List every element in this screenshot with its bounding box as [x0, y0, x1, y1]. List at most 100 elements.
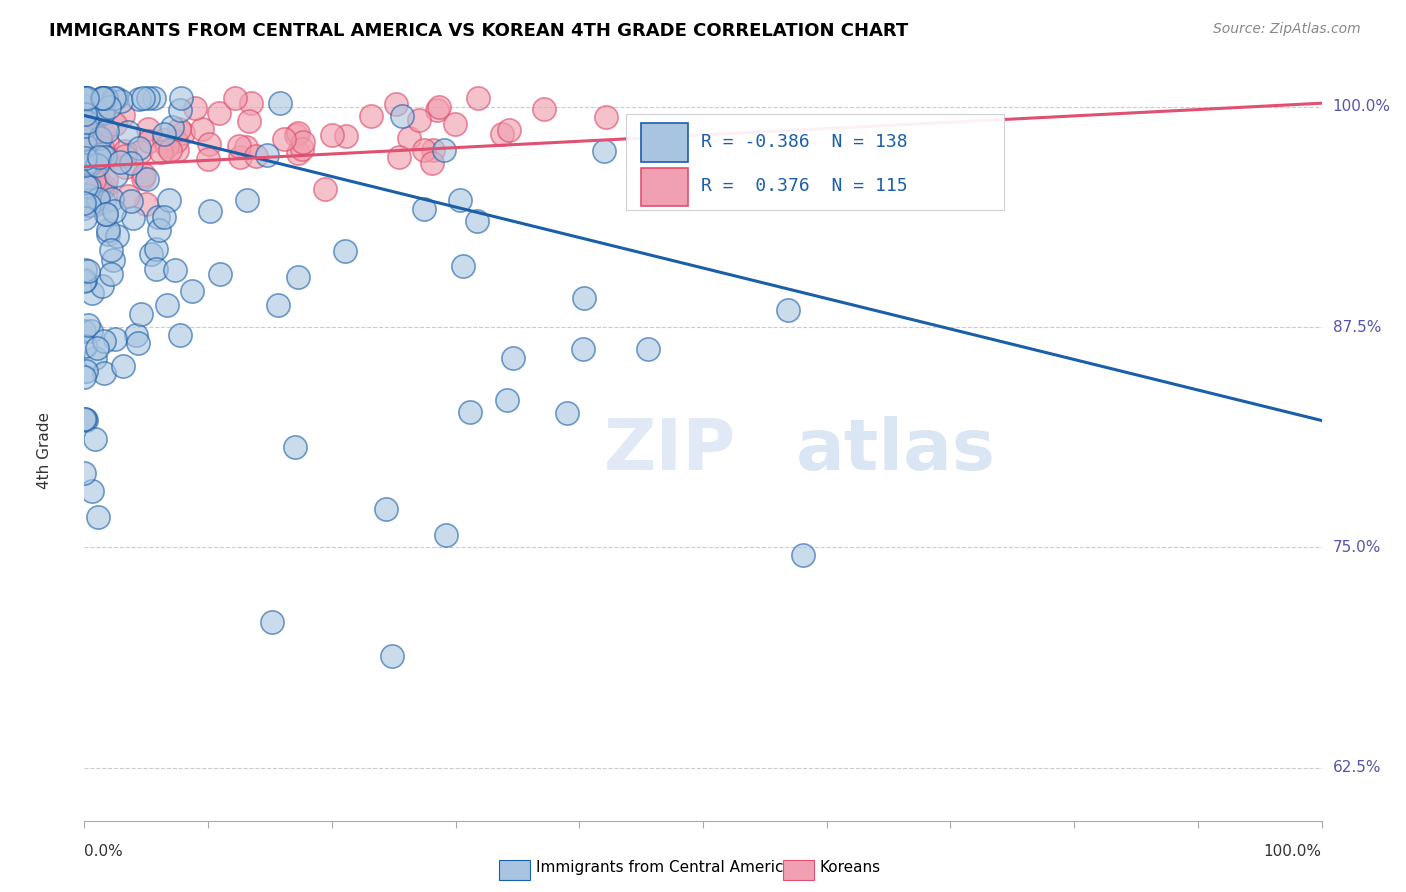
Text: R =  0.376  N = 115: R = 0.376 N = 115 [700, 178, 907, 195]
Point [169, 327, 191, 342]
Point [114, 145, 136, 159]
Point [79, 325, 101, 339]
Point [87, 192, 110, 206]
Text: IMMIGRANTS FROM CENTRAL AMERICA VS KOREAN 4TH GRADE CORRELATION CHART: IMMIGRANTS FROM CENTRAL AMERICA VS KOREA… [49, 22, 908, 40]
Point [153, 211, 176, 225]
Point [75, 171, 97, 186]
Point [77, 106, 100, 120]
Point [73, 138, 96, 153]
Point [333, 244, 356, 259]
Point [238, 114, 260, 128]
Point [73, 91, 96, 105]
Text: 75.0%: 75.0% [1333, 540, 1381, 555]
Point [73, 324, 96, 338]
Point [73, 91, 96, 105]
Point [96, 124, 118, 138]
Point [117, 189, 139, 203]
Point [287, 269, 309, 284]
Point [224, 91, 246, 105]
Point [502, 351, 524, 365]
Point [75, 127, 97, 141]
Point [73, 119, 96, 133]
Point [256, 148, 278, 162]
Point [157, 193, 180, 207]
Point [73, 107, 96, 121]
Point [87, 150, 110, 164]
Point [73, 411, 96, 425]
Point [180, 284, 202, 298]
Point [792, 548, 814, 562]
Point [76, 119, 98, 133]
Point [73, 467, 96, 481]
FancyBboxPatch shape [641, 168, 688, 206]
Point [100, 244, 122, 258]
Point [422, 143, 444, 157]
Point [76, 166, 98, 180]
Point [132, 91, 155, 105]
Point [97, 223, 120, 237]
Point [76, 264, 98, 278]
Point [76, 187, 98, 202]
Point [76, 122, 98, 136]
Point [128, 92, 150, 106]
Point [76, 91, 98, 105]
Point [75, 131, 97, 145]
Point [84, 176, 107, 190]
Point [184, 102, 207, 116]
Point [91, 91, 114, 105]
Point [94, 207, 117, 221]
Point [77, 198, 100, 212]
Point [83, 172, 105, 186]
Point [498, 122, 520, 136]
Point [75, 339, 97, 353]
Point [73, 136, 96, 151]
Point [572, 291, 595, 305]
Point [73, 103, 96, 117]
Point [287, 126, 309, 140]
Text: 87.5%: 87.5% [1333, 319, 1381, 334]
Point [374, 502, 396, 516]
Point [73, 119, 96, 133]
Point [75, 211, 97, 225]
Point [76, 114, 98, 128]
Point [94, 207, 117, 221]
Point [79, 154, 101, 169]
Point [139, 247, 162, 261]
Point [75, 131, 97, 145]
Point [86, 166, 108, 180]
Point [235, 139, 257, 153]
Point [77, 180, 100, 194]
FancyBboxPatch shape [641, 123, 688, 161]
Point [135, 171, 157, 186]
Point [245, 149, 267, 163]
Point [165, 134, 187, 148]
Point [131, 170, 153, 185]
Text: 100.0%: 100.0% [1264, 845, 1322, 859]
Point [533, 102, 555, 116]
Point [73, 263, 96, 277]
Point [208, 267, 231, 281]
Point [103, 91, 125, 105]
Point [80, 154, 103, 169]
Point [91, 106, 114, 120]
Point [105, 228, 128, 243]
Point [73, 99, 96, 113]
Point [110, 94, 132, 108]
Point [80, 135, 103, 149]
Point [79, 193, 101, 207]
Point [91, 125, 114, 139]
Point [427, 100, 450, 114]
Point [75, 413, 97, 427]
Text: 100.0%: 100.0% [1333, 99, 1391, 114]
Point [112, 108, 135, 122]
Point [91, 91, 114, 105]
Point [83, 351, 105, 366]
Point [93, 180, 115, 194]
Point [413, 202, 436, 217]
Point [94, 151, 117, 165]
Point [240, 96, 263, 111]
Point [100, 267, 122, 281]
Point [108, 154, 131, 169]
Point [89, 182, 111, 196]
Point [420, 156, 443, 170]
